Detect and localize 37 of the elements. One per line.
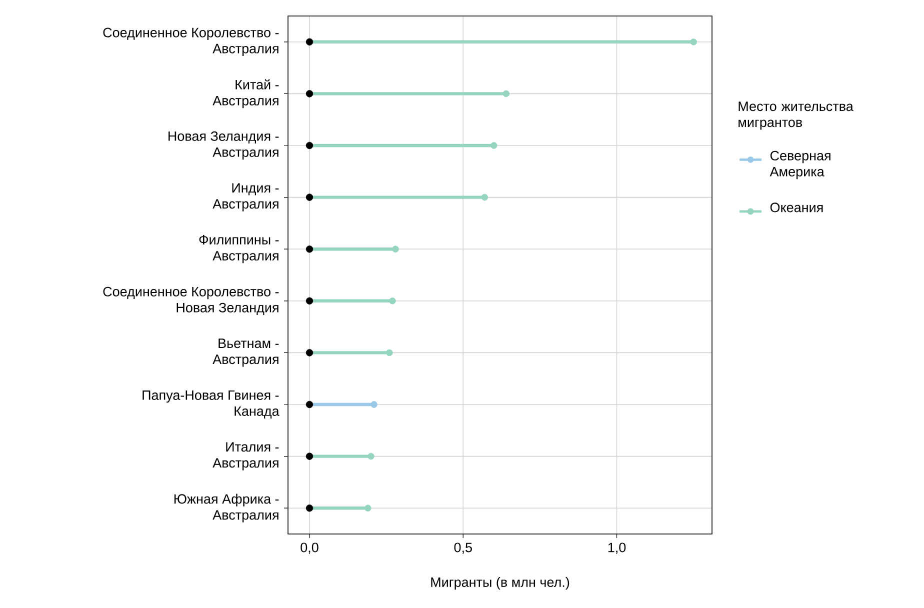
point xyxy=(306,142,314,150)
point xyxy=(306,194,314,201)
y-tick-label: Папуа-Новая Гвинея - Канада xyxy=(142,390,280,419)
y-tick-label: Китай - Австралия xyxy=(212,79,279,108)
y-tick-label: Италия - Австралия xyxy=(212,442,279,470)
x-tick-label: 1,0 xyxy=(608,542,626,554)
point xyxy=(490,142,498,149)
point xyxy=(306,452,314,460)
legend-label: Северная Америка xyxy=(770,150,830,180)
y-tick-label: Южная Африка - Австралия xyxy=(174,494,279,522)
point xyxy=(690,38,697,46)
point xyxy=(392,246,399,252)
point xyxy=(306,90,314,98)
point xyxy=(306,504,314,512)
x-axis-title: Мигранты (в млн чел.) xyxy=(431,577,570,590)
point xyxy=(364,504,372,512)
legend-label: Океания xyxy=(770,202,823,212)
y-tick-label: Новая Зеландия - Австралия xyxy=(168,131,279,160)
point xyxy=(306,400,314,408)
point xyxy=(306,349,314,356)
point xyxy=(306,297,314,304)
y-tick-label: Индия - Австралия xyxy=(212,183,279,212)
y-tick-label: Соединенное Королевство - Новая Зеландия xyxy=(103,286,279,315)
x-tick-label: 0,0 xyxy=(300,542,318,554)
point xyxy=(370,401,378,408)
y-tick-label: Вьетнам - Австралия xyxy=(212,338,279,367)
point xyxy=(306,246,314,253)
legend-title: Место жительства мигрантов xyxy=(738,102,854,130)
x-tick-label: 0,5 xyxy=(454,542,472,554)
point xyxy=(389,298,396,304)
y-tick-label: Соединенное Королевство - Австралия xyxy=(103,28,279,56)
point xyxy=(481,194,488,201)
y-tick-label: Филиппины - Австралия xyxy=(199,235,279,264)
point xyxy=(502,90,510,98)
point xyxy=(368,452,374,460)
point xyxy=(386,349,393,356)
point xyxy=(306,38,314,46)
